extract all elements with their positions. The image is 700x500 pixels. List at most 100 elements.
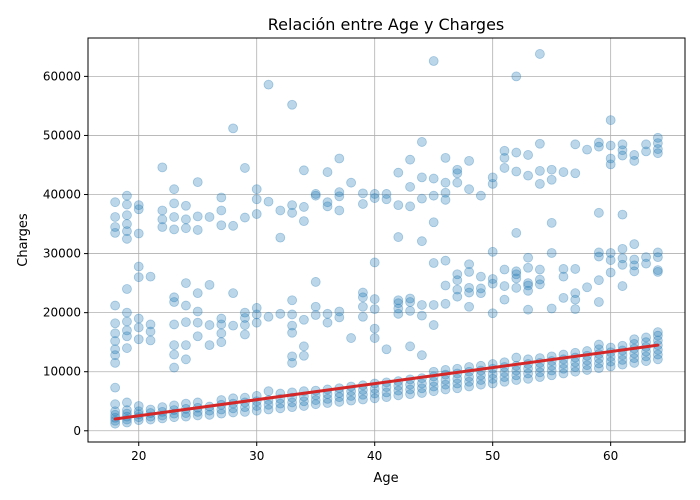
data-point xyxy=(133,228,144,239)
data-point xyxy=(523,304,533,315)
data-point xyxy=(475,370,486,381)
data-point xyxy=(358,301,368,312)
data-point xyxy=(157,214,168,225)
data-point xyxy=(440,379,451,390)
data-point xyxy=(169,212,180,222)
data-point xyxy=(110,350,121,361)
data-point xyxy=(487,178,498,189)
data-point xyxy=(416,300,427,310)
x-tick-label: 40 xyxy=(367,449,382,463)
data-point xyxy=(251,194,262,205)
data-point xyxy=(299,341,309,352)
y-tick-label: 0 xyxy=(73,424,81,438)
data-point xyxy=(464,372,474,382)
data-point xyxy=(133,200,144,211)
data-point xyxy=(263,404,274,415)
data-point xyxy=(275,403,286,414)
data-point xyxy=(428,173,439,184)
data-point xyxy=(652,265,663,276)
data-point xyxy=(523,280,533,291)
data-point xyxy=(475,271,486,282)
data-point xyxy=(452,284,463,295)
data-point xyxy=(475,379,486,390)
data-point xyxy=(464,381,474,392)
data-point xyxy=(416,388,427,398)
data-point xyxy=(263,79,274,90)
data-point xyxy=(440,255,451,266)
data-point xyxy=(133,401,144,411)
data-point xyxy=(593,275,604,286)
data-point xyxy=(523,252,533,263)
data-point xyxy=(334,306,345,317)
data-point xyxy=(652,138,663,149)
data-point xyxy=(192,211,203,222)
data-point xyxy=(133,261,144,272)
x-axis-label: Age xyxy=(373,471,398,486)
x-gridlines xyxy=(138,38,612,442)
data-point xyxy=(251,309,262,320)
data-point xyxy=(593,207,604,218)
data-point xyxy=(605,159,616,170)
data-point xyxy=(582,144,592,155)
data-point xyxy=(133,272,144,283)
data-point xyxy=(169,340,180,351)
data-point xyxy=(110,328,121,339)
data-point xyxy=(652,252,663,263)
data-point xyxy=(358,389,368,400)
data-point xyxy=(369,388,380,399)
data-point xyxy=(133,334,144,345)
x-tick-label: 20 xyxy=(131,449,146,463)
data-point xyxy=(428,320,439,330)
data-point xyxy=(570,168,581,179)
data-point xyxy=(216,337,227,348)
data-point xyxy=(452,291,463,302)
data-point xyxy=(487,369,498,379)
data-point xyxy=(263,311,274,322)
data-point xyxy=(393,167,404,178)
data-point xyxy=(334,153,345,164)
data-point xyxy=(381,392,392,403)
data-point xyxy=(617,355,628,365)
data-point xyxy=(322,393,333,404)
data-point xyxy=(251,317,262,328)
data-point xyxy=(133,322,144,333)
data-point xyxy=(169,198,180,209)
data-point xyxy=(299,401,309,411)
data-point xyxy=(487,378,498,389)
data-point xyxy=(240,329,250,340)
data-point xyxy=(416,350,427,361)
data-point xyxy=(110,228,121,238)
data-point xyxy=(122,343,132,353)
data-point xyxy=(204,320,215,330)
plot-frame xyxy=(87,37,686,443)
data-point xyxy=(652,144,663,154)
data-point xyxy=(181,411,191,422)
data-point xyxy=(393,200,404,211)
data-point xyxy=(358,394,368,405)
data-point xyxy=(310,190,321,201)
data-point xyxy=(546,370,557,381)
data-point xyxy=(405,341,415,352)
data-point xyxy=(287,320,298,331)
data-point xyxy=(511,370,522,381)
data-point xyxy=(334,396,345,407)
data-point xyxy=(499,367,510,378)
data-point xyxy=(204,279,215,290)
data-point xyxy=(534,274,545,285)
data-point xyxy=(652,148,663,159)
data-point xyxy=(122,307,132,318)
x-tick-label: 60 xyxy=(603,449,618,463)
data-point xyxy=(287,327,298,338)
data-point xyxy=(428,258,439,268)
data-point xyxy=(145,319,156,330)
data-point xyxy=(192,288,203,299)
data-point xyxy=(358,292,368,303)
data-point xyxy=(511,273,522,284)
data-point xyxy=(511,269,522,280)
data-point xyxy=(216,192,227,203)
x-tick-label: 30 xyxy=(249,449,264,463)
data-point xyxy=(428,190,439,201)
data-point xyxy=(228,320,239,331)
data-point xyxy=(145,271,156,282)
data-point xyxy=(405,181,415,192)
